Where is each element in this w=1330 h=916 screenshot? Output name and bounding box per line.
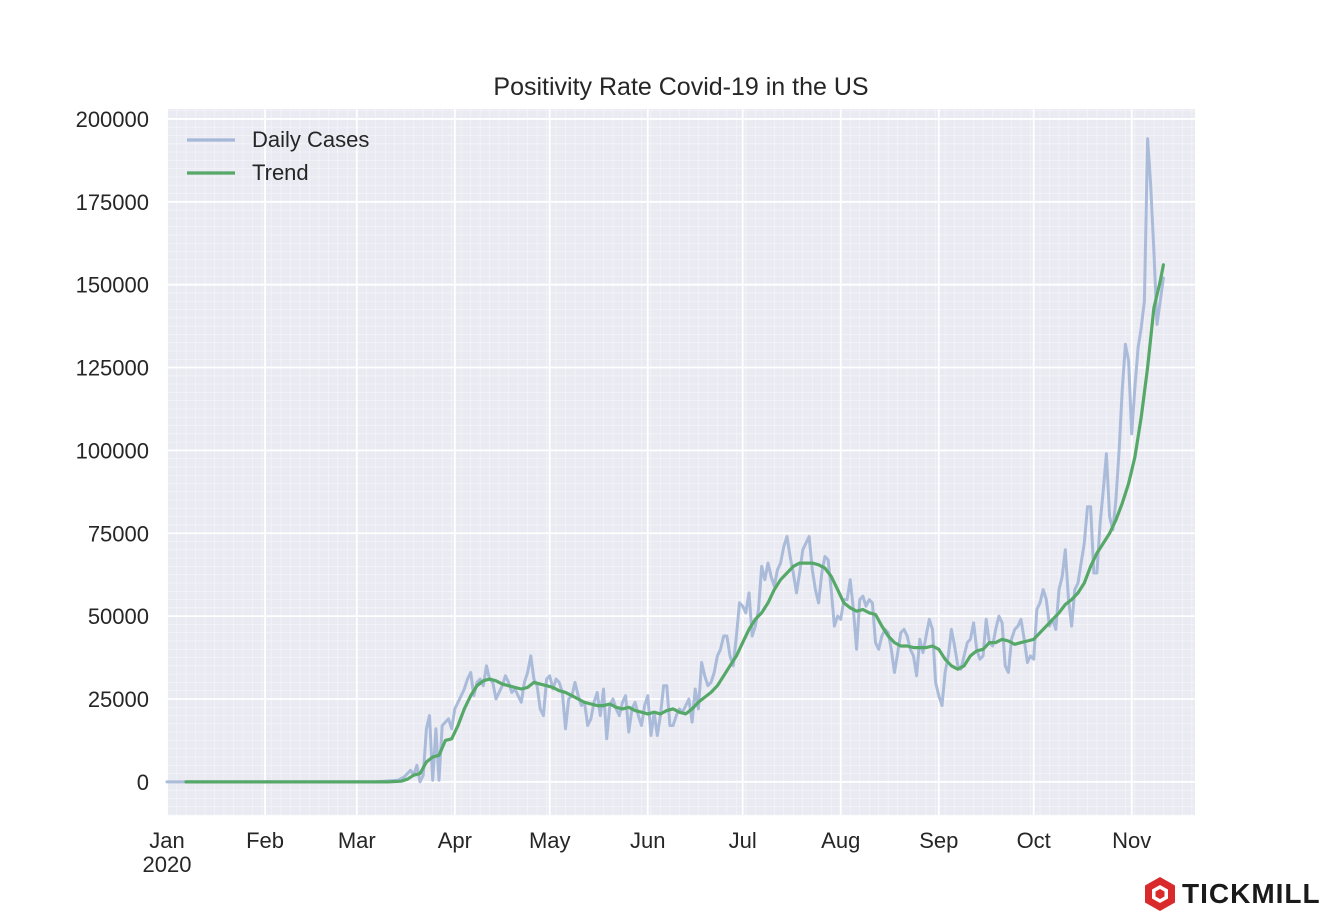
x-tick-label: Jul	[729, 828, 757, 853]
legend-label: Trend	[252, 160, 309, 185]
x-tick-label: Jun	[630, 828, 665, 853]
x-tick-label: Oct	[1017, 828, 1051, 853]
tickmill-logo-text: TICKMILL	[1182, 878, 1321, 909]
x-tick-label: Aug	[821, 828, 860, 853]
y-tick-label: 100000	[76, 438, 149, 463]
tickmill-logo: TICKMILL	[1144, 876, 1321, 912]
y-tick-label: 125000	[76, 356, 149, 381]
y-tick-label: 25000	[88, 687, 149, 712]
x-tick-label: Apr	[438, 828, 472, 853]
x-tick-label: Sep	[919, 828, 958, 853]
x-tick-label: Feb	[246, 828, 284, 853]
y-tick-label: 0	[137, 770, 149, 795]
y-tick-label: 75000	[88, 521, 149, 546]
tickmill-hexagon-icon	[1145, 877, 1175, 911]
legend-label: Daily Cases	[252, 127, 369, 152]
chart-title: Positivity Rate Covid-19 in the US	[493, 73, 868, 101]
y-tick-label: 50000	[88, 604, 149, 629]
x-tick-label: Jan	[149, 828, 184, 853]
x-tick-label: Mar	[338, 828, 376, 853]
y-tick-label: 175000	[76, 190, 149, 215]
y-tick-label: 200000	[76, 107, 149, 132]
x-tick-label: Nov	[1112, 828, 1151, 853]
y-tick-label: 150000	[76, 273, 149, 298]
x-tick-label: May	[529, 828, 571, 853]
x-tick-sublabel: 2020	[143, 852, 192, 877]
series-line-daily-cases	[165, 137, 1165, 784]
series-line-trend	[184, 263, 1166, 784]
